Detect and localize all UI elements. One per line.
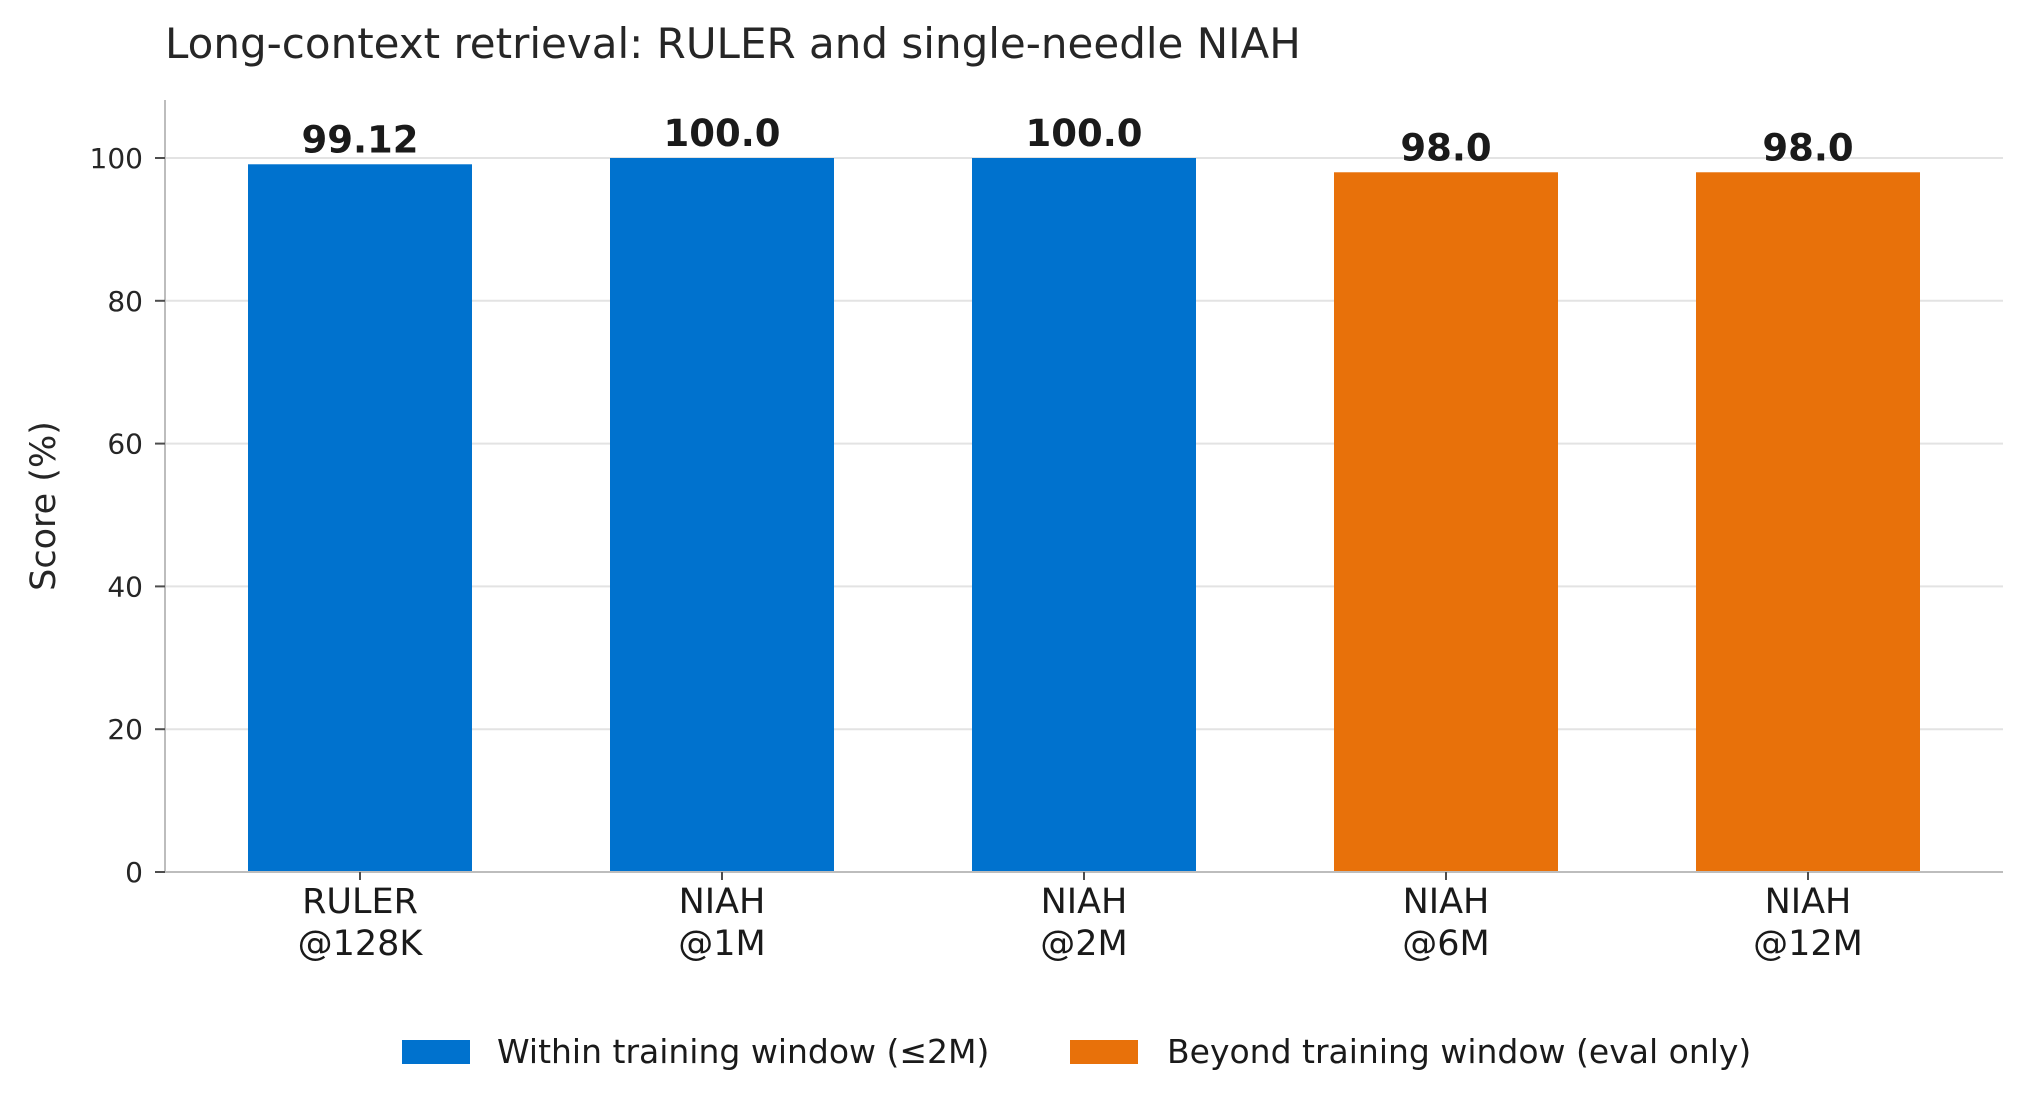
x-tick-label: RULER @128K [298,882,424,964]
legend-label: Beyond training window (eval only) [1167,1032,1751,1071]
value-labels: 99.12 100.0 100.0 98.0 98.0 [301,112,1853,169]
value-label: 100.0 [1025,112,1142,155]
y-tick-label: 100 [90,142,143,175]
x-tick-label: NIAH @2M [1040,882,1127,964]
y-tick-label: 80 [107,285,143,318]
y-tick-label: 40 [107,570,143,603]
x-tick-label: NIAH @6M [1402,882,1489,964]
y-tick-label: 60 [107,428,143,461]
bars [248,158,1920,872]
y-axis-title: Score (%) [24,421,64,591]
value-label: 100.0 [663,112,780,155]
value-label: 98.0 [1400,126,1491,169]
x-tick-label: NIAH @1M [678,882,765,964]
y-ticks: 0 20 40 60 80 100 [90,142,165,889]
legend-swatch [402,1040,470,1064]
bar [972,158,1196,872]
value-label: 99.12 [301,118,418,161]
legend-label: Within training window (≤2M) [497,1032,989,1071]
bar [1334,172,1558,872]
bar [248,164,472,872]
bar [610,158,834,872]
y-tick-label: 0 [125,856,143,889]
value-label: 98.0 [1762,126,1853,169]
bar [1696,172,1920,872]
x-tick-labels: RULER @128K NIAH @1M NIAH @2M NIAH @6M NIAH @12M [298,872,1863,964]
x-tick-label: NIAH @12M [1753,882,1863,964]
legend-swatch [1070,1040,1138,1064]
y-tick-label: 20 [107,713,143,746]
legend: Within training window (≤2M) Beyond train… [402,1032,1751,1071]
chart-title: Long-context retrieval: RULER and single… [165,19,1301,68]
